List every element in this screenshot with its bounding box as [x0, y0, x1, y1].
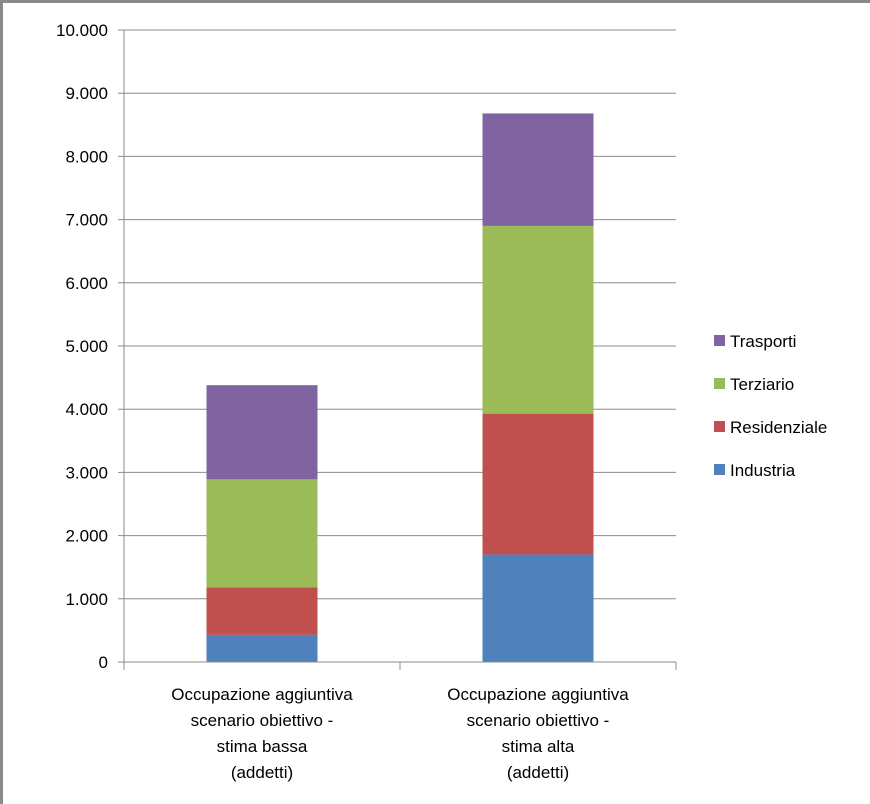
y-tick-label: 1.000	[65, 590, 108, 609]
axes	[118, 29, 677, 670]
y-tick-label: 10.000	[56, 21, 108, 40]
y-tick-label: 0	[99, 653, 108, 672]
legend-swatch-residenziale	[714, 421, 725, 432]
y-tick-label: 5.000	[65, 337, 108, 356]
bar-industria-2	[482, 554, 594, 662]
bar-trasporti-2	[482, 113, 594, 226]
y-tick-label: 8.000	[65, 147, 108, 166]
y-tick-label: 4.000	[65, 400, 108, 419]
legend-label-terziario: Terziario	[730, 375, 794, 394]
x-category-label-line: Occupazione aggiuntiva	[447, 685, 629, 704]
legend-swatch-industria	[714, 464, 725, 475]
legend-label-trasporti: Trasporti	[730, 332, 796, 351]
y-tick-label: 9.000	[65, 84, 108, 103]
y-tick-label: 2.000	[65, 527, 108, 546]
x-category-label-line: stima alta	[502, 737, 575, 756]
x-category-label-line: Occupazione aggiuntiva	[171, 685, 353, 704]
legend: Trasporti Terziario Residenziale Industria	[714, 332, 827, 480]
bar-terziario-1	[206, 479, 318, 588]
legend-swatch-terziario	[714, 378, 725, 389]
bars	[206, 113, 594, 662]
legend-swatch-trasporti	[714, 335, 725, 346]
legend-label-residenziale: Residenziale	[730, 418, 827, 437]
y-tick-label: 6.000	[65, 274, 108, 293]
x-category-label-line: stima bassa	[217, 737, 308, 756]
y-tick-label: 7.000	[65, 211, 108, 230]
bar-residenziale-1	[206, 587, 318, 635]
y-axis-tick-labels: 0 1.000 2.000 3.000 4.000 5.000 6.000 7.000 8.00…	[56, 21, 108, 672]
x-category-label-line: (addetti)	[231, 763, 293, 782]
legend-label-industria: Industria	[730, 461, 796, 480]
bar-terziario-2	[482, 225, 594, 414]
y-tick-label: 3.000	[65, 463, 108, 482]
bar-industria-1	[206, 634, 318, 662]
x-category-label-line: scenario obiettivo -	[467, 711, 610, 730]
x-category-label-line: (addetti)	[507, 763, 569, 782]
x-category-label-line: scenario obiettivo -	[191, 711, 334, 730]
x-axis-category-labels: Occupazione aggiuntiva scenario obiettivo…	[171, 685, 629, 782]
bar-trasporti-1	[206, 385, 318, 480]
bar-residenziale-2	[482, 413, 594, 555]
